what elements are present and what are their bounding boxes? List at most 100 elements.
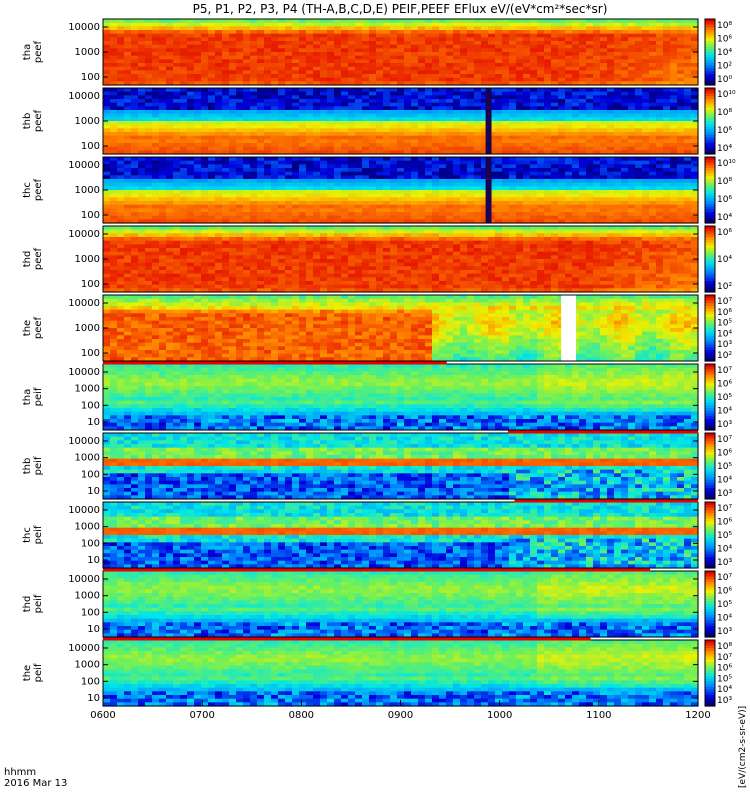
spectrogram-cell [306,193,314,198]
spectrogram-cell [404,157,412,162]
colorbar-segment [705,137,715,141]
spectrogram-cell [495,212,503,217]
spectrogram-cell [600,66,608,71]
spectrogram-cell [586,48,594,53]
y-tick-label: 1000 [75,47,100,58]
spectrogram-cell [642,52,650,57]
spectrogram-cell [201,226,209,231]
spectrogram-cell [222,113,230,118]
spectrogram-cell [635,139,643,144]
spectrogram-cell [348,179,356,184]
spectrogram-cell [544,33,552,38]
spectrogram-cell [327,132,335,137]
spectrogram-cell [635,19,643,24]
spectrogram-cell [159,266,167,271]
spectrogram-cell [425,117,433,122]
spectrogram-cell [348,117,356,122]
spectrogram-cell [208,157,216,162]
spectrogram-cell [362,157,370,162]
spectrogram-cell [341,81,349,86]
spectrogram-cell [621,212,629,217]
spectrogram-cell [663,26,671,31]
spectrogram-cell [320,215,328,220]
spectrogram-cell [635,41,643,46]
spectrogram-cell [376,208,384,213]
spectrogram-cell [642,30,650,35]
spectrogram-cell [138,160,146,165]
spectrogram-cell [551,139,559,144]
spectrogram-cell [635,201,643,206]
spectrogram-cell [334,59,342,64]
spectrogram-cell [159,55,167,60]
spectrogram-cell [607,44,615,49]
spectrogram-cell [222,124,230,129]
spectrogram-cell [110,128,118,133]
spectrogram-cell [628,55,636,60]
spectrogram-cell [138,48,146,53]
spectrogram-cell [453,190,461,195]
spectrogram-cell [236,186,244,191]
spectrogram-cell [306,30,314,35]
spectrogram-cell [586,70,594,75]
spectrogram-cell [460,190,468,195]
spectrogram-cell [145,70,153,75]
spectrogram-cell [467,81,475,86]
colorbar-tick-label: 10⁴ [717,144,732,154]
spectrogram-cell [390,182,398,187]
spectrogram-cell [551,171,559,176]
spectrogram-cell [390,171,398,176]
spectrogram-cell [355,204,363,209]
spectrogram-cell [110,190,118,195]
spectrogram-cell [558,215,566,220]
spectrogram-cell [607,41,615,46]
spectrogram-cell [110,88,118,93]
spectrogram-cell [586,197,594,202]
spectrogram-cell [180,146,188,151]
spectrogram-cell [663,91,671,96]
spectrogram-cell [418,197,426,202]
spectrogram-cell [670,48,678,53]
colorbar-segment [705,165,715,169]
spectrogram-cell [208,77,216,82]
spectrogram-cell [173,19,181,24]
spectrogram-cell [621,128,629,133]
spectrogram-cell [572,59,580,64]
spectrogram-cell [334,91,342,96]
spectrogram-cell [124,102,132,107]
spectrogram-cell [607,59,615,64]
spectrogram-cell [194,190,202,195]
spectrogram-cell [264,212,272,217]
spectrogram-cell [467,135,475,140]
spectrogram-cell [425,135,433,140]
spectrogram-cell [222,41,230,46]
spectrogram-cell [285,171,293,176]
spectrogram-cell [649,66,657,71]
spectrogram-cell [334,70,342,75]
spectrogram-cell [215,106,223,111]
spectrogram-cell [383,190,391,195]
spectrogram-cell [131,19,139,24]
spectrogram-cell [299,160,307,165]
spectrogram-cell [334,95,342,100]
spectrogram-cell [649,201,657,206]
spectrogram-cell [334,19,342,24]
spectrogram-cell [236,215,244,220]
spectrogram-cell [292,106,300,111]
spectrogram-cell [677,41,685,46]
spectrogram-cell [355,171,363,176]
spectrogram-cell [530,168,538,173]
spectrogram-cell [180,186,188,191]
spectrogram-cell [341,175,349,180]
spectrogram-cell [131,77,139,82]
spectrogram-cell [453,110,461,115]
spectrogram-cell [558,143,566,148]
spectrogram-cell [243,37,251,42]
spectrogram-cell [180,139,188,144]
spectrogram-cell [509,219,517,224]
spectrogram-cell [348,135,356,140]
spectrogram-cell [530,59,538,64]
spectrogram-cell [138,240,146,245]
spectrogram-cell [222,121,230,126]
spectrogram-cell [243,74,251,79]
spectrogram-cell [453,26,461,31]
